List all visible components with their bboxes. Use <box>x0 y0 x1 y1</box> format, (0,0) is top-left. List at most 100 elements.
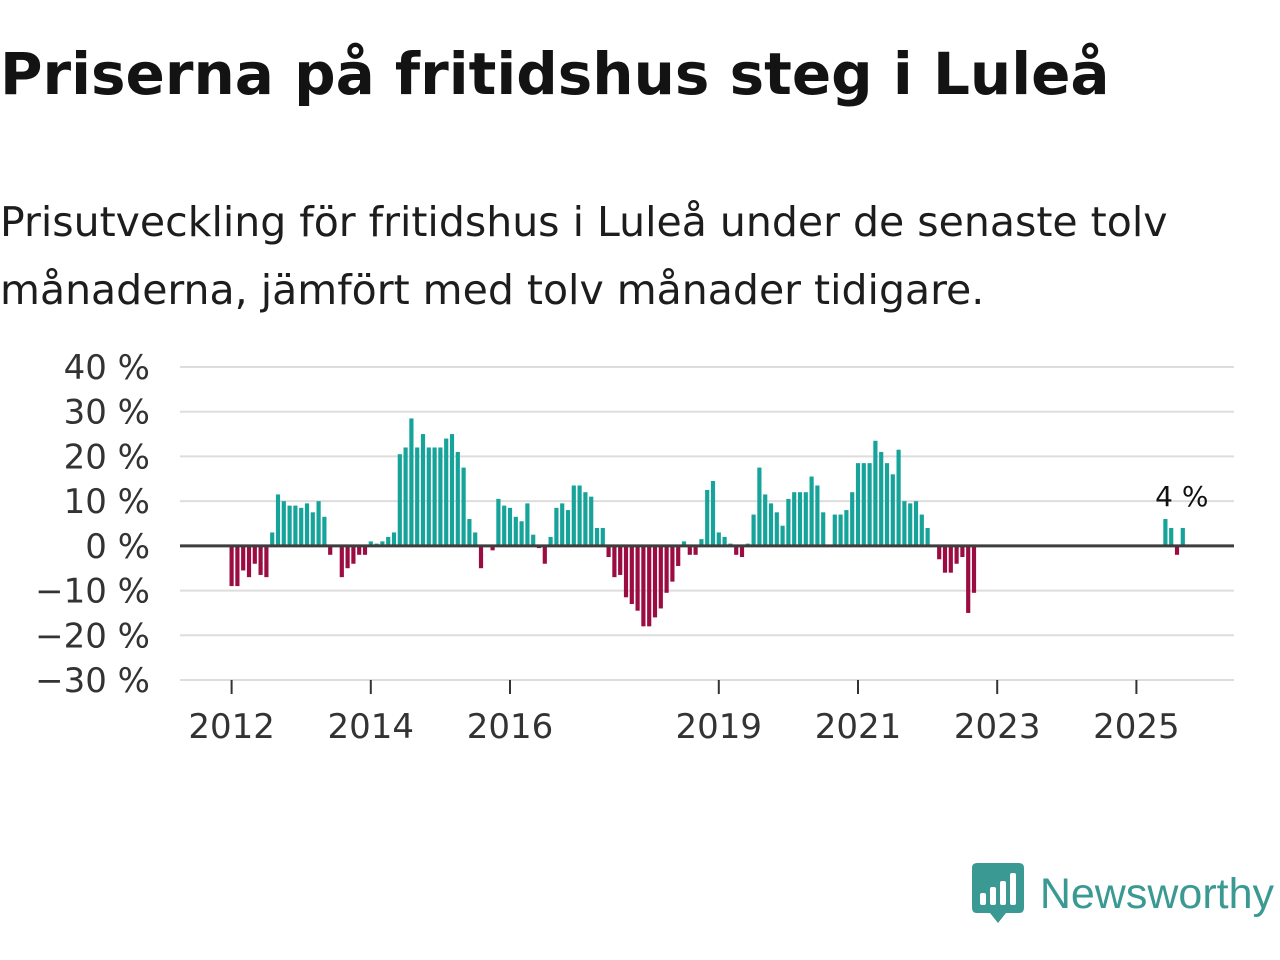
data-bar <box>449 434 455 546</box>
data-bar <box>803 492 808 546</box>
data-bar <box>560 503 565 546</box>
data-bar <box>699 539 704 546</box>
data-bar <box>722 536 727 546</box>
data-bar <box>542 545 547 564</box>
data-bar <box>565 510 571 546</box>
data-bar <box>391 532 397 546</box>
x-tick-label: 2012 <box>188 707 275 747</box>
data-bar <box>270 532 275 546</box>
data-bar <box>884 463 890 546</box>
data-bar <box>589 496 594 546</box>
data-bar <box>739 545 745 558</box>
data-bar <box>815 485 820 546</box>
data-bar <box>1174 545 1180 555</box>
data-bar <box>693 545 698 555</box>
data-bar <box>1163 519 1168 546</box>
data-bar <box>502 505 507 546</box>
data-bar <box>594 527 600 546</box>
data-bar <box>339 545 344 578</box>
data-bar <box>658 545 663 609</box>
data-bar <box>774 512 779 546</box>
x-tick-label: 2023 <box>954 707 1041 747</box>
data-bar <box>1169 527 1174 546</box>
data-bar <box>641 545 646 627</box>
data-bar <box>513 516 518 546</box>
newsworthy-logo-text: Newsworthy <box>1039 869 1274 918</box>
data-bar <box>531 534 536 546</box>
data-bar <box>797 492 803 546</box>
data-bar <box>867 463 872 546</box>
x-tick-label: 2016 <box>467 707 554 747</box>
data-bar <box>763 494 768 546</box>
y-tick-label: 40 % <box>64 348 150 388</box>
data-bar <box>948 545 953 573</box>
data-bar <box>705 489 710 546</box>
data-bar <box>960 545 965 558</box>
data-bar <box>612 545 617 578</box>
data-bar <box>467 519 472 546</box>
data-bar <box>734 545 739 555</box>
data-bar <box>241 545 246 571</box>
data-bar <box>258 545 263 575</box>
data-bar <box>768 503 774 546</box>
data-bar <box>252 545 257 564</box>
data-bar <box>281 501 286 546</box>
data-bar <box>623 545 629 598</box>
data-bar <box>879 451 884 546</box>
data-bar <box>670 545 675 582</box>
data-bar <box>304 503 310 546</box>
data-bar <box>322 516 327 546</box>
y-tick-label: −30 % <box>35 661 150 701</box>
data-bar <box>664 545 669 593</box>
data-bar <box>780 525 785 546</box>
data-bar <box>618 545 623 575</box>
data-bar <box>316 501 321 546</box>
data-bar <box>925 527 930 546</box>
data-bar <box>345 545 350 569</box>
data-bar <box>328 545 333 555</box>
data-bar <box>687 545 692 555</box>
data-bar <box>844 510 849 546</box>
data-bar <box>426 447 431 546</box>
data-bar <box>409 418 414 546</box>
data-bar <box>473 532 478 546</box>
x-tick-label: 2021 <box>815 707 902 747</box>
data-bar <box>896 449 901 546</box>
data-bar <box>908 503 913 546</box>
data-bar <box>786 498 791 546</box>
data-bar <box>647 545 652 627</box>
price-change-bar-chart: 40 % 30 %20 % 10 % 0 % −10 %−20 % −30 % 2012 20… <box>35 348 1234 747</box>
x-tick-label: 2025 <box>1093 707 1180 747</box>
y-tick-label: 30 % <box>64 393 150 433</box>
data-bar <box>809 476 814 546</box>
data-bar <box>792 492 797 546</box>
data-bar <box>757 467 762 546</box>
data-bar <box>415 447 420 546</box>
data-bar <box>583 492 588 546</box>
data-bar <box>478 545 484 569</box>
data-bar <box>855 463 861 546</box>
data-bar <box>525 503 530 546</box>
data-bar <box>310 512 315 546</box>
data-bar <box>577 485 582 546</box>
data-bar <box>235 545 240 587</box>
data-bar <box>606 545 611 558</box>
data-bar <box>850 492 855 546</box>
data-bar <box>873 440 878 546</box>
x-tick-label: 2014 <box>328 707 415 747</box>
data-bar <box>490 545 495 551</box>
data-bar <box>380 541 385 546</box>
data-bar <box>571 485 576 546</box>
data-bar <box>275 494 281 546</box>
y-tick-label: −20 % <box>35 616 150 656</box>
data-bar <box>507 507 513 546</box>
y-tick-label: 10 % <box>64 482 150 522</box>
data-bar <box>954 545 959 564</box>
data-bar <box>861 463 866 546</box>
y-tick-label: 20 % <box>64 437 150 477</box>
data-bar <box>751 514 756 546</box>
data-bar <box>1180 527 1185 546</box>
data-bar <box>397 454 402 546</box>
data-bar <box>600 527 605 546</box>
chart-subtitle: Prisutveckling för fritidshus i Luleå un… <box>0 198 1168 314</box>
